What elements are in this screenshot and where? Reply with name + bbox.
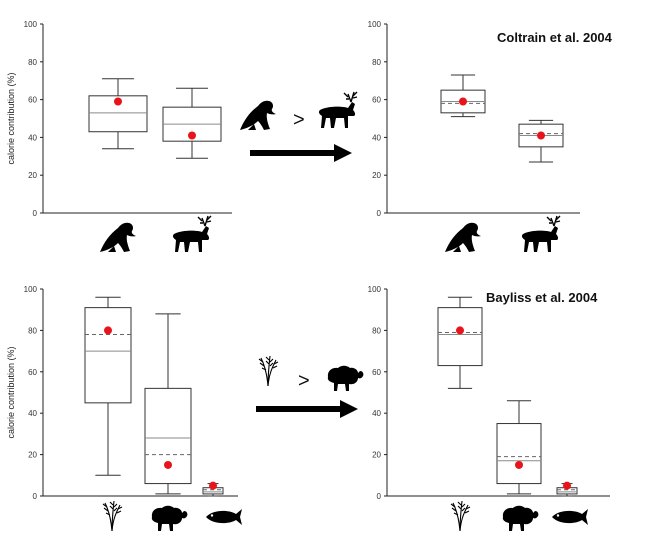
y-tick-label: 0	[377, 492, 382, 501]
comparison-symbol-top: >	[293, 109, 305, 131]
mean-point	[563, 481, 571, 490]
y-tick-label: 20	[372, 451, 381, 460]
box-fish	[556, 481, 578, 497]
y-tick-label: 80	[372, 326, 381, 335]
y-tick-label: 40	[372, 409, 381, 418]
fish-icon	[206, 509, 242, 525]
sheep-icon	[502, 505, 539, 531]
iqr-box	[84, 307, 132, 404]
y-tick-label: 80	[28, 326, 37, 335]
comparison-symbol-bottom: >	[298, 370, 310, 392]
wheat-icon	[258, 355, 279, 387]
right-arrow-icon	[250, 144, 352, 162]
y-axis-label: calorie contribution (%)	[6, 72, 16, 164]
box-reindeer	[518, 119, 564, 163]
box-wheat	[84, 296, 132, 476]
box-fish	[202, 481, 224, 497]
reindeer-icon	[172, 215, 212, 253]
y-tick-label: 0	[33, 492, 38, 501]
mean-point	[104, 326, 112, 335]
boxplot-panel-bottom-right: 0 20 40 60 80 100	[368, 285, 610, 532]
mean-point	[537, 131, 545, 140]
y-tick-label: 40	[28, 133, 37, 142]
boxplot-panel-top-left: 0 20 40 60 80 100 calorie contribution (%)	[6, 20, 232, 253]
iqr-box	[496, 423, 542, 485]
mean-point	[209, 481, 217, 490]
y-axis-label: calorie contribution (%)	[6, 346, 16, 438]
y-tick-label: 100	[24, 285, 38, 294]
fish-icon	[552, 509, 588, 525]
y-tick-label: 60	[28, 368, 37, 377]
citation-bayliss: Bayliss et al. 2004	[486, 290, 598, 305]
y-tick-label: 20	[372, 171, 381, 180]
mean-point	[188, 131, 196, 140]
box-sheep	[144, 313, 192, 495]
iqr-box	[144, 387, 192, 485]
y-tick-label: 100	[24, 20, 38, 29]
box-wheat	[437, 296, 483, 389]
seal-icon	[100, 222, 136, 252]
box-seal	[440, 74, 486, 118]
citation-coltrain: Coltrain et al. 2004	[497, 30, 613, 45]
y-tick-label: 20	[28, 451, 37, 460]
sheep-icon	[151, 505, 188, 531]
y-tick-label: 60	[372, 96, 381, 105]
y-tick-label: 40	[372, 133, 381, 142]
y-tick-label: 100	[368, 285, 382, 294]
mean-point	[114, 97, 122, 106]
boxplot-panel-bottom-left: 0 20 40 60 80 100 calorie contribution (%)	[6, 285, 242, 532]
y-tick-label: 0	[377, 209, 382, 218]
wheat-icon	[102, 500, 123, 532]
iqr-box	[437, 307, 483, 367]
box-reindeer	[162, 87, 222, 159]
mean-point	[459, 97, 467, 106]
y-tick-label: 60	[372, 368, 381, 377]
reindeer-icon	[521, 215, 561, 253]
seal-icon	[240, 100, 276, 130]
mean-point	[456, 326, 464, 335]
y-tick-label: 80	[28, 58, 37, 67]
box-seal	[88, 78, 148, 150]
boxplot-panel-top-right: 0 20 40 60 80 100	[368, 20, 580, 253]
y-tick-label: 80	[372, 58, 381, 67]
wheat-icon	[450, 500, 471, 532]
y-tick-label: 20	[28, 171, 37, 180]
y-tick-label: 0	[33, 209, 38, 218]
mean-point	[515, 460, 523, 469]
y-tick-label: 60	[28, 96, 37, 105]
reindeer-icon	[318, 91, 358, 129]
mean-point	[164, 460, 172, 469]
seal-icon	[445, 222, 481, 252]
y-tick-label: 100	[368, 20, 382, 29]
right-arrow-icon	[256, 400, 358, 418]
sheep-icon	[327, 365, 364, 391]
y-tick-label: 40	[28, 409, 37, 418]
box-sheep	[496, 400, 542, 495]
